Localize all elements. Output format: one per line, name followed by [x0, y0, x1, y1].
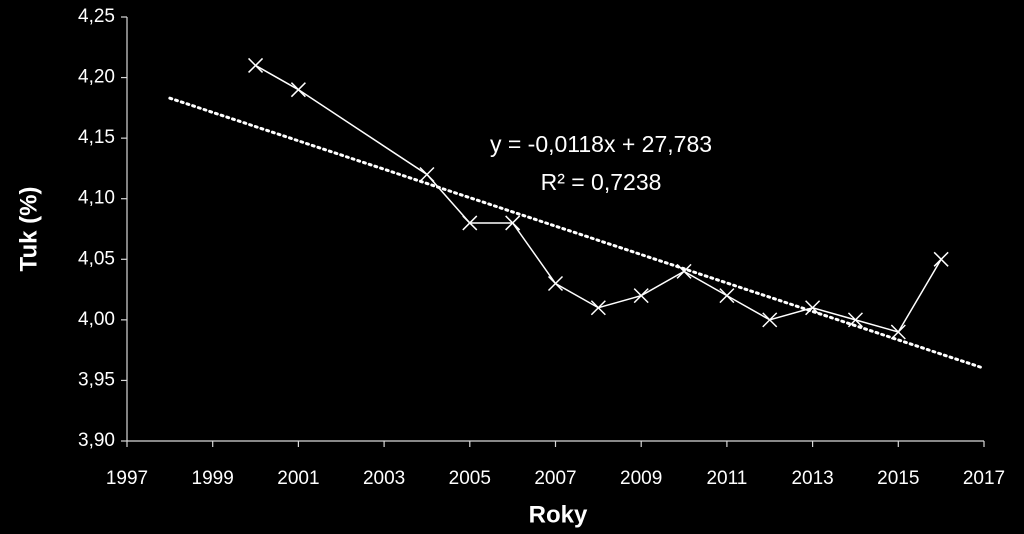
- x-tick-label: 2015: [877, 468, 919, 489]
- x-tick-label: 2007: [534, 468, 576, 489]
- data-point: [462, 215, 478, 231]
- y-axis-label: Tuk (%): [15, 187, 42, 272]
- y-tick-label: 4,20: [78, 67, 115, 88]
- y-tick-label: 3,90: [78, 430, 115, 451]
- x-tick-label: 2013: [791, 468, 833, 489]
- data-point: [805, 300, 821, 316]
- y-tick-label: 3,95: [78, 369, 115, 390]
- y-tick-label: 4,10: [78, 188, 115, 209]
- trendline: [168, 96, 986, 370]
- trend-equation: y = -0,0118x + 27,783: [490, 131, 712, 157]
- x-tick-label: 1997: [106, 468, 148, 489]
- x-tick-label: 2011: [706, 468, 747, 489]
- data-point: [590, 300, 606, 316]
- data-point: [676, 263, 692, 279]
- data-point: [248, 57, 264, 73]
- y-tick-label: 4,05: [78, 248, 115, 269]
- data-point: [933, 251, 949, 267]
- y-tick-label: 4,25: [78, 6, 115, 27]
- data-point: [290, 82, 306, 98]
- trend-r2: R² = 0,7238: [541, 169, 662, 195]
- data-point: [847, 312, 863, 328]
- x-tick-label: 2005: [449, 468, 491, 489]
- y-tick-label: 4,00: [78, 309, 115, 330]
- x-tick-label: 2001: [277, 468, 319, 489]
- data-point: [762, 312, 778, 328]
- data-point: [547, 275, 564, 292]
- data-point: [505, 215, 521, 231]
- x-tick-label: 1999: [192, 468, 234, 489]
- x-axis-label: Roky: [529, 501, 588, 528]
- data-point: [633, 288, 649, 304]
- x-tick-label: 2017: [963, 468, 1005, 489]
- x-tick-label: 2003: [363, 468, 405, 489]
- data-point: [719, 288, 735, 304]
- data-point: [419, 166, 435, 183]
- x-tick-label: 2009: [620, 468, 662, 489]
- data-point: [890, 324, 906, 340]
- y-tick-label: 4,15: [78, 127, 115, 148]
